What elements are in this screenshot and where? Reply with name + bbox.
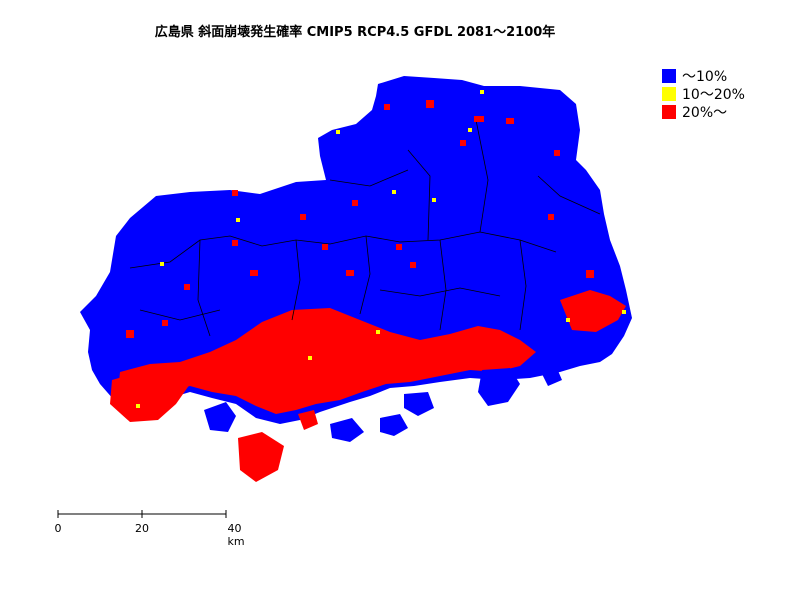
legend-swatch-mid bbox=[662, 87, 676, 101]
island-small-3 bbox=[404, 392, 434, 416]
legend-swatch-low bbox=[662, 69, 676, 83]
coastal-region-high-risk bbox=[118, 308, 536, 414]
eastern-coast-high-risk bbox=[560, 290, 626, 332]
municipal-boundaries bbox=[129, 119, 601, 337]
legend: ～10% 10～20% 20%～ bbox=[662, 67, 745, 121]
island-small-4 bbox=[298, 410, 318, 430]
legend-label-low: ～10% bbox=[682, 69, 728, 85]
scattered-mid-risk-cells bbox=[136, 90, 626, 408]
island-small-2 bbox=[380, 414, 408, 436]
island-medium-2 bbox=[260, 370, 288, 398]
western-coast-high-risk bbox=[110, 372, 190, 422]
scale-bar-line bbox=[57, 510, 227, 518]
island-small-5 bbox=[540, 366, 562, 386]
island-medium-3 bbox=[478, 368, 520, 406]
island-small-1 bbox=[330, 418, 364, 442]
scale-label-20: 20 bbox=[135, 522, 149, 535]
legend-swatch-high bbox=[662, 105, 676, 119]
map-title: 広島県 斜面崩壊発生確率 CMIP5 RCP4.5 GFDL 2081～2100… bbox=[154, 25, 556, 40]
island-large bbox=[238, 432, 284, 482]
scale-bar: 0 20 40 km bbox=[50, 508, 250, 548]
legend-item-mid: 10～20% bbox=[662, 85, 745, 103]
legend-item-low: ～10% bbox=[662, 67, 745, 85]
legend-label-high: 20%～ bbox=[682, 105, 728, 121]
legend-label-mid: 10～20% bbox=[682, 87, 745, 103]
scale-label-0: 0 bbox=[54, 522, 62, 535]
legend-item-high: 20%～ bbox=[662, 103, 745, 121]
island-medium-1 bbox=[204, 402, 236, 432]
scale-label-40km: 40 km bbox=[227, 522, 245, 548]
scattered-high-risk-cells bbox=[126, 100, 594, 338]
